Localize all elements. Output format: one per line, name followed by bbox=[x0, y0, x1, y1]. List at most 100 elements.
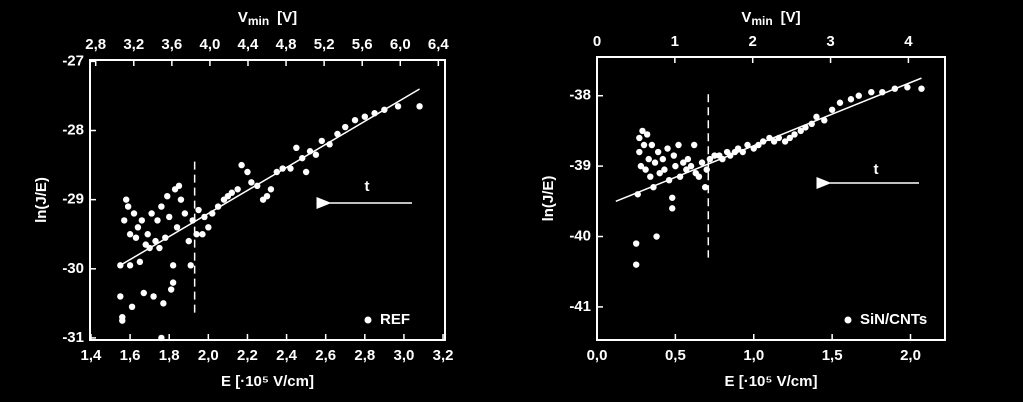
data-point bbox=[140, 289, 147, 297]
data-point bbox=[642, 166, 649, 173]
data-point bbox=[117, 262, 124, 269]
data-point bbox=[648, 141, 656, 149]
data-point bbox=[169, 262, 177, 269]
data-point bbox=[166, 213, 173, 221]
data-point bbox=[167, 286, 175, 293]
data-point bbox=[670, 152, 678, 159]
data-point bbox=[273, 168, 280, 176]
data-point bbox=[750, 145, 757, 152]
data-point bbox=[891, 85, 899, 92]
data-point bbox=[690, 141, 698, 149]
data-point bbox=[156, 244, 163, 252]
data-point bbox=[214, 203, 222, 210]
plot-frame bbox=[596, 56, 946, 341]
data-point bbox=[134, 224, 142, 231]
x2-tick-label: 4,8 bbox=[276, 36, 297, 53]
data-point bbox=[136, 258, 144, 266]
data-point bbox=[675, 141, 682, 149]
data-point bbox=[193, 231, 200, 238]
data-point bbox=[162, 234, 169, 241]
data-point bbox=[636, 134, 643, 142]
x2-tick-label: 2 bbox=[749, 33, 757, 50]
y-axis-label: ln(J/E) bbox=[540, 176, 557, 222]
data-point bbox=[828, 106, 836, 113]
data-point bbox=[632, 240, 640, 247]
x2-tick-label: 6,0 bbox=[390, 36, 411, 53]
data-point bbox=[287, 165, 294, 172]
x-tick-label: 2,6 bbox=[315, 347, 336, 364]
data-point bbox=[808, 120, 815, 128]
data-point bbox=[254, 182, 261, 190]
fit-line bbox=[119, 88, 420, 266]
x2-tick-label: 4,0 bbox=[199, 36, 220, 53]
data-point bbox=[306, 148, 314, 155]
x2-axis-label-sub: min bbox=[248, 14, 269, 28]
legend-marker bbox=[364, 316, 372, 324]
x2-tick-label: 1 bbox=[671, 33, 679, 50]
data-point bbox=[121, 217, 128, 224]
data-point bbox=[119, 317, 126, 324]
x-tick-label: 2,0 bbox=[900, 347, 921, 364]
data-point bbox=[279, 165, 286, 172]
data-point bbox=[154, 217, 161, 224]
x2-tick-label: 4,4 bbox=[238, 36, 260, 53]
legend-label: REF bbox=[380, 311, 410, 328]
data-point bbox=[130, 210, 138, 217]
data-point bbox=[181, 210, 189, 217]
annotation: t bbox=[365, 178, 370, 195]
data-point bbox=[669, 194, 676, 201]
data-point bbox=[299, 154, 306, 162]
data-point bbox=[248, 179, 255, 186]
data-point bbox=[821, 117, 828, 124]
data-point bbox=[802, 124, 809, 131]
x2-tick-label: 3,2 bbox=[123, 36, 144, 53]
data-point bbox=[791, 131, 798, 138]
data-point bbox=[701, 184, 709, 191]
data-point bbox=[148, 210, 155, 217]
data-point bbox=[150, 293, 157, 300]
data-point bbox=[312, 151, 320, 158]
x2-tick-label: 3 bbox=[826, 33, 834, 50]
data-point bbox=[766, 134, 773, 142]
data-point bbox=[719, 155, 726, 163]
x2-axis-label-main: V bbox=[238, 9, 248, 26]
x-tick-label: 1,6 bbox=[120, 347, 141, 364]
y-tick-label: -31 bbox=[62, 329, 84, 346]
y-axis-label: ln(J/E) bbox=[33, 177, 50, 223]
data-point bbox=[703, 166, 710, 173]
data-point bbox=[326, 141, 333, 148]
y-tick-label: -41 bbox=[569, 298, 591, 315]
legend-label: SiN/CNTs bbox=[860, 311, 927, 328]
data-point bbox=[797, 127, 804, 135]
data-point bbox=[634, 191, 641, 198]
data-point bbox=[813, 113, 820, 121]
data-point bbox=[302, 168, 310, 176]
data-point bbox=[727, 152, 734, 159]
data-point bbox=[293, 144, 300, 152]
data-point bbox=[643, 131, 651, 138]
data-point bbox=[632, 261, 640, 268]
data-point bbox=[676, 173, 684, 180]
x-tick-label: 2,4 bbox=[276, 347, 298, 364]
data-point bbox=[117, 293, 124, 300]
data-point bbox=[755, 141, 762, 149]
data-point bbox=[706, 155, 714, 163]
data-point bbox=[640, 141, 648, 149]
data-point bbox=[775, 134, 783, 142]
x-tick-label: 2,8 bbox=[354, 347, 375, 364]
data-point bbox=[201, 213, 208, 221]
data-point bbox=[672, 162, 679, 170]
data-point bbox=[836, 99, 844, 106]
data-point bbox=[394, 103, 402, 110]
x-tick-label: 3,0 bbox=[393, 347, 414, 364]
data-point bbox=[656, 169, 663, 177]
data-point bbox=[185, 237, 192, 245]
y-tick-label: -39 bbox=[569, 157, 591, 174]
data-point bbox=[734, 145, 742, 152]
data-point bbox=[371, 110, 378, 117]
data-point bbox=[698, 159, 706, 166]
data-point bbox=[661, 166, 668, 173]
data-point bbox=[132, 234, 140, 241]
data-point bbox=[169, 279, 177, 286]
